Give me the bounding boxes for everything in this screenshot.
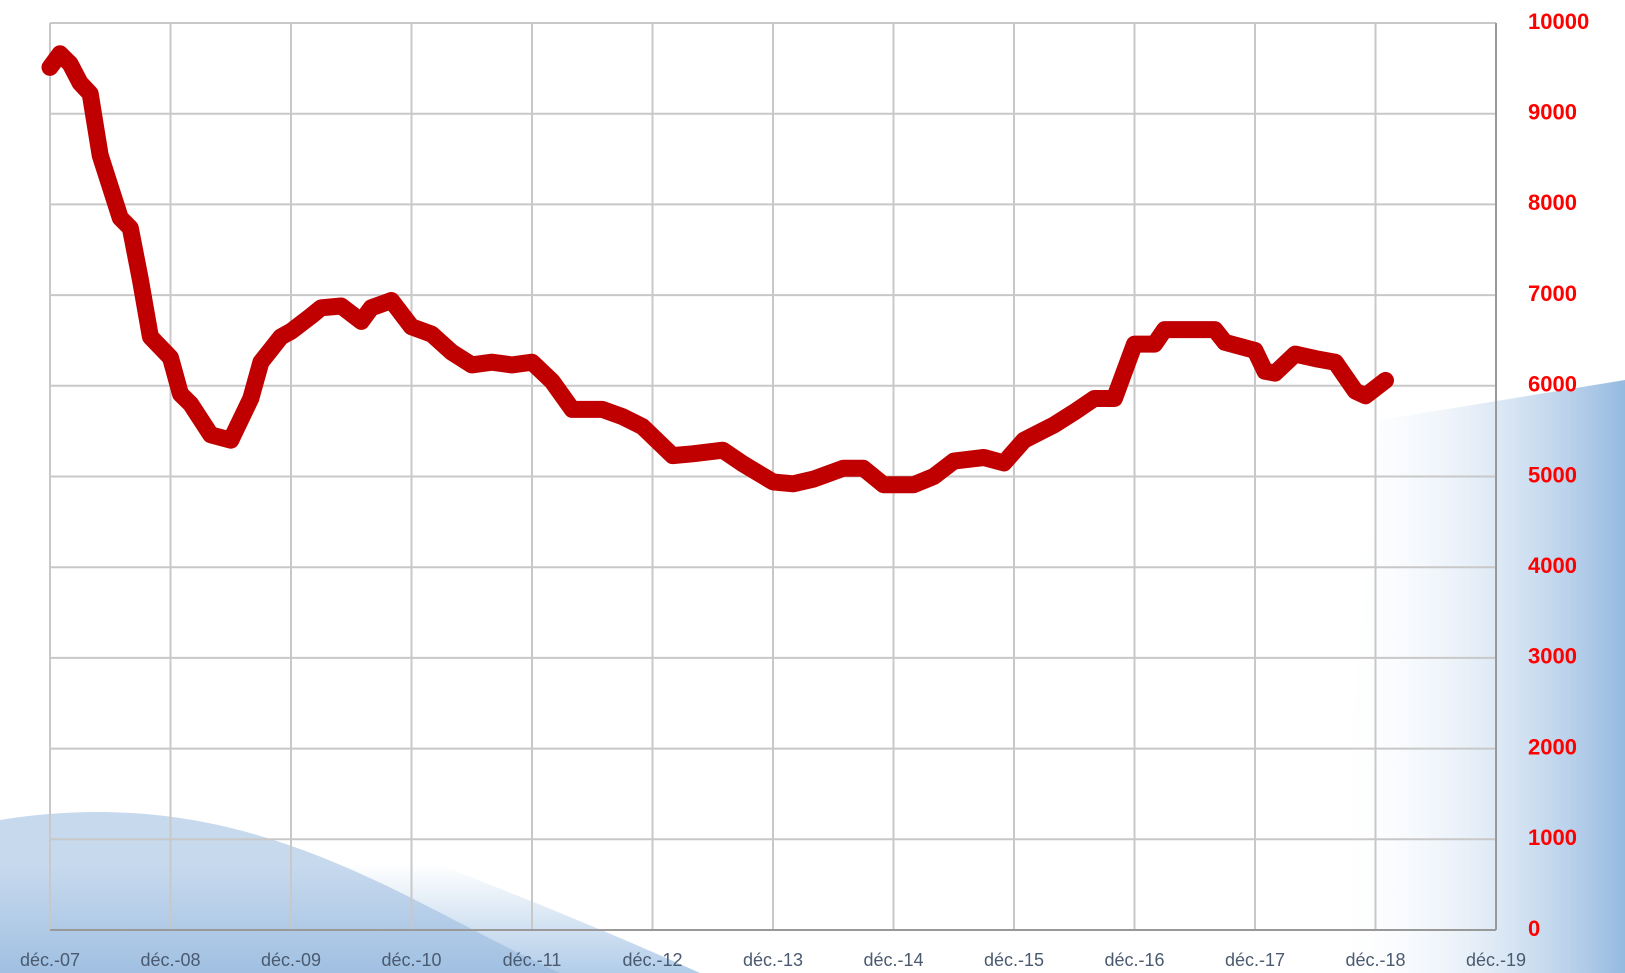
y-tick-label: 7000 [1528, 281, 1577, 306]
x-tick-label: déc.-08 [140, 950, 200, 970]
decor-wave [0, 812, 560, 973]
y-tick-label: 10000 [1528, 9, 1589, 34]
x-tick-label: déc.-10 [381, 950, 441, 970]
x-tick-label: déc.-18 [1345, 950, 1405, 970]
y-tick-label: 3000 [1528, 644, 1577, 669]
y-tick-label: 1000 [1528, 825, 1577, 850]
x-tick-label: déc.-19 [1466, 950, 1526, 970]
x-tick-label: déc.-07 [20, 950, 80, 970]
x-tick-label: déc.-12 [622, 950, 682, 970]
grid [49, 22, 1497, 931]
y-tick-label: 0 [1528, 916, 1540, 941]
y-tick-label: 2000 [1528, 734, 1577, 759]
y-tick-label: 5000 [1528, 462, 1577, 487]
y-tick-label: 9000 [1528, 100, 1577, 125]
data-line [41, 45, 1394, 494]
y-tick-label: 4000 [1528, 553, 1577, 578]
plot [41, 45, 1394, 494]
x-tick-label: déc.-17 [1225, 950, 1285, 970]
x-tick-label: déc.-16 [1104, 950, 1164, 970]
x-tick-label: déc.-09 [261, 950, 321, 970]
y-tick-label: 6000 [1528, 372, 1577, 397]
x-tick-label: déc.-14 [863, 950, 923, 970]
x-tick-label: déc.-15 [984, 950, 1044, 970]
y-tick-label: 8000 [1528, 190, 1577, 215]
x-tick-label: déc.-11 [503, 950, 562, 970]
x-tick-label: déc.-13 [743, 950, 803, 970]
decor-building [1330, 380, 1625, 973]
